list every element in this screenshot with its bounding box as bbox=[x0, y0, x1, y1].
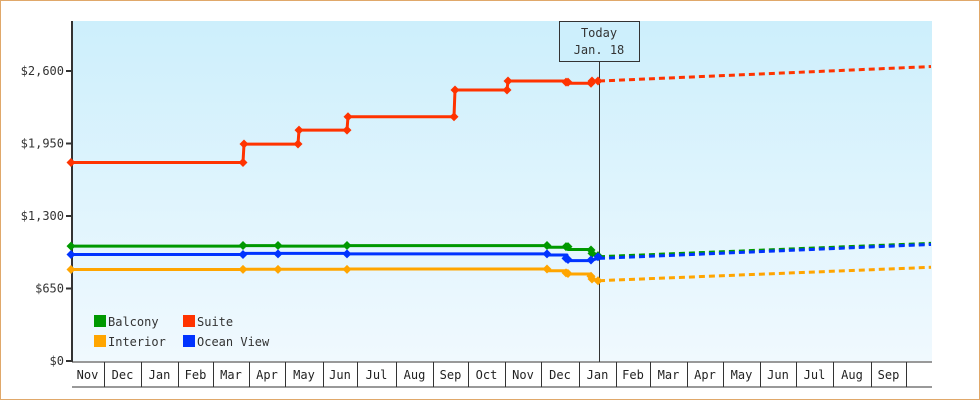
series-balcony bbox=[66, 241, 932, 261]
x-month-label: Oct bbox=[476, 368, 498, 382]
legend-item-ocean-view[interactable]: Ocean View bbox=[183, 335, 270, 349]
y-tick-label: $2,600 bbox=[21, 64, 64, 78]
y-tick-label: $0 bbox=[50, 354, 64, 368]
data-point-marker[interactable] bbox=[342, 125, 352, 135]
data-point-marker[interactable] bbox=[238, 249, 248, 259]
today-marker: Today Jan. 18 bbox=[559, 21, 640, 362]
data-point-marker[interactable] bbox=[238, 264, 248, 274]
x-month-label: Jul bbox=[366, 368, 388, 382]
plot-area bbox=[72, 21, 932, 361]
data-point-marker[interactable] bbox=[343, 112, 353, 122]
x-month-label: Dec bbox=[112, 368, 134, 382]
data-point-marker[interactable] bbox=[239, 139, 249, 149]
x-month-label: Jun bbox=[329, 368, 351, 382]
x-month-label: Mar bbox=[220, 368, 242, 382]
data-point-marker[interactable] bbox=[238, 241, 248, 251]
x-month-label: Sep bbox=[440, 368, 462, 382]
data-point-marker[interactable] bbox=[66, 249, 76, 259]
legend-item-balcony[interactable]: Balcony bbox=[94, 315, 159, 329]
data-point-marker[interactable] bbox=[66, 241, 76, 251]
y-axis: $0 $650 $1,300 $1,950 $2,600 bbox=[21, 21, 73, 368]
data-point-marker[interactable] bbox=[593, 276, 603, 286]
y-tick-label: $650 bbox=[35, 282, 64, 296]
data-point-marker[interactable] bbox=[66, 157, 76, 167]
today-label: Today bbox=[581, 26, 617, 40]
data-point-marker[interactable] bbox=[273, 241, 283, 251]
x-month-label: Mar bbox=[658, 368, 680, 382]
legend-swatch bbox=[183, 315, 195, 327]
series-interior bbox=[66, 264, 932, 286]
data-point-marker[interactable] bbox=[593, 76, 603, 86]
x-month-label: Jan bbox=[149, 368, 171, 382]
data-point-marker[interactable] bbox=[449, 112, 459, 122]
x-month-label: Nov bbox=[512, 368, 534, 382]
data-point-marker[interactable] bbox=[563, 255, 573, 264]
data-point-marker[interactable] bbox=[563, 242, 573, 252]
legend-item-interior[interactable]: Interior bbox=[94, 335, 166, 349]
x-month-label: Sep bbox=[878, 368, 900, 382]
legend-swatch bbox=[94, 315, 106, 327]
data-point-marker[interactable] bbox=[542, 241, 552, 251]
x-month-label: Aug bbox=[841, 368, 863, 382]
data-point-marker[interactable] bbox=[273, 264, 283, 274]
x-month-label: Nov bbox=[77, 368, 99, 382]
legend-label: Balcony bbox=[108, 315, 159, 329]
legend-label: Suite bbox=[197, 315, 233, 329]
data-point-marker[interactable] bbox=[593, 252, 603, 262]
x-month-label: Apr bbox=[694, 368, 716, 382]
data-point-marker[interactable] bbox=[586, 255, 596, 265]
x-month-label: Feb bbox=[185, 368, 207, 382]
legend-swatch bbox=[94, 335, 106, 347]
data-point-marker[interactable] bbox=[587, 76, 597, 86]
series-lines bbox=[66, 65, 932, 286]
series-suite bbox=[66, 65, 932, 167]
legend-swatch bbox=[183, 335, 195, 347]
legend-label: Ocean View bbox=[197, 335, 270, 349]
data-point-marker[interactable] bbox=[450, 85, 460, 95]
x-month-label: Dec bbox=[549, 368, 571, 382]
y-tick-label: $1,950 bbox=[21, 137, 64, 151]
data-point-marker[interactable] bbox=[294, 125, 304, 135]
x-month-label: Aug bbox=[404, 368, 426, 382]
today-box bbox=[559, 21, 640, 62]
x-axis: Nov Dec Jan Feb Mar Apr May Jun Jul Aug Sep Oct Nov D… bbox=[72, 361, 932, 388]
x-month-label: May bbox=[731, 368, 753, 382]
series-ocean-view bbox=[66, 242, 932, 265]
data-point-marker[interactable] bbox=[66, 265, 76, 275]
data-point-marker[interactable] bbox=[293, 139, 303, 149]
data-point-marker[interactable] bbox=[542, 264, 552, 274]
legend: Balcony Suite Interior Ocean View bbox=[94, 315, 270, 349]
data-point-marker[interactable] bbox=[342, 249, 352, 259]
data-point-marker[interactable] bbox=[503, 76, 513, 86]
x-month-label: Jun bbox=[767, 368, 789, 382]
data-point-marker[interactable] bbox=[342, 264, 352, 274]
x-month-label: Jan bbox=[587, 368, 609, 382]
data-point-marker[interactable] bbox=[273, 249, 283, 259]
data-point-marker[interactable] bbox=[342, 241, 352, 251]
x-month-label: Jul bbox=[804, 368, 826, 382]
data-point-marker[interactable] bbox=[238, 157, 248, 167]
x-month-label: Feb bbox=[622, 368, 644, 382]
today-date: Jan. 18 bbox=[574, 43, 625, 57]
data-point-marker[interactable] bbox=[542, 249, 552, 259]
data-point-marker[interactable] bbox=[563, 268, 573, 278]
data-point-marker[interactable] bbox=[563, 77, 573, 87]
x-month-label: May bbox=[293, 368, 315, 382]
x-month-label: Apr bbox=[256, 368, 278, 382]
legend-item-suite[interactable]: Suite bbox=[183, 315, 233, 329]
y-tick-label: $1,300 bbox=[21, 209, 64, 223]
data-point-marker[interactable] bbox=[502, 85, 512, 95]
legend-label: Interior bbox=[108, 335, 166, 349]
